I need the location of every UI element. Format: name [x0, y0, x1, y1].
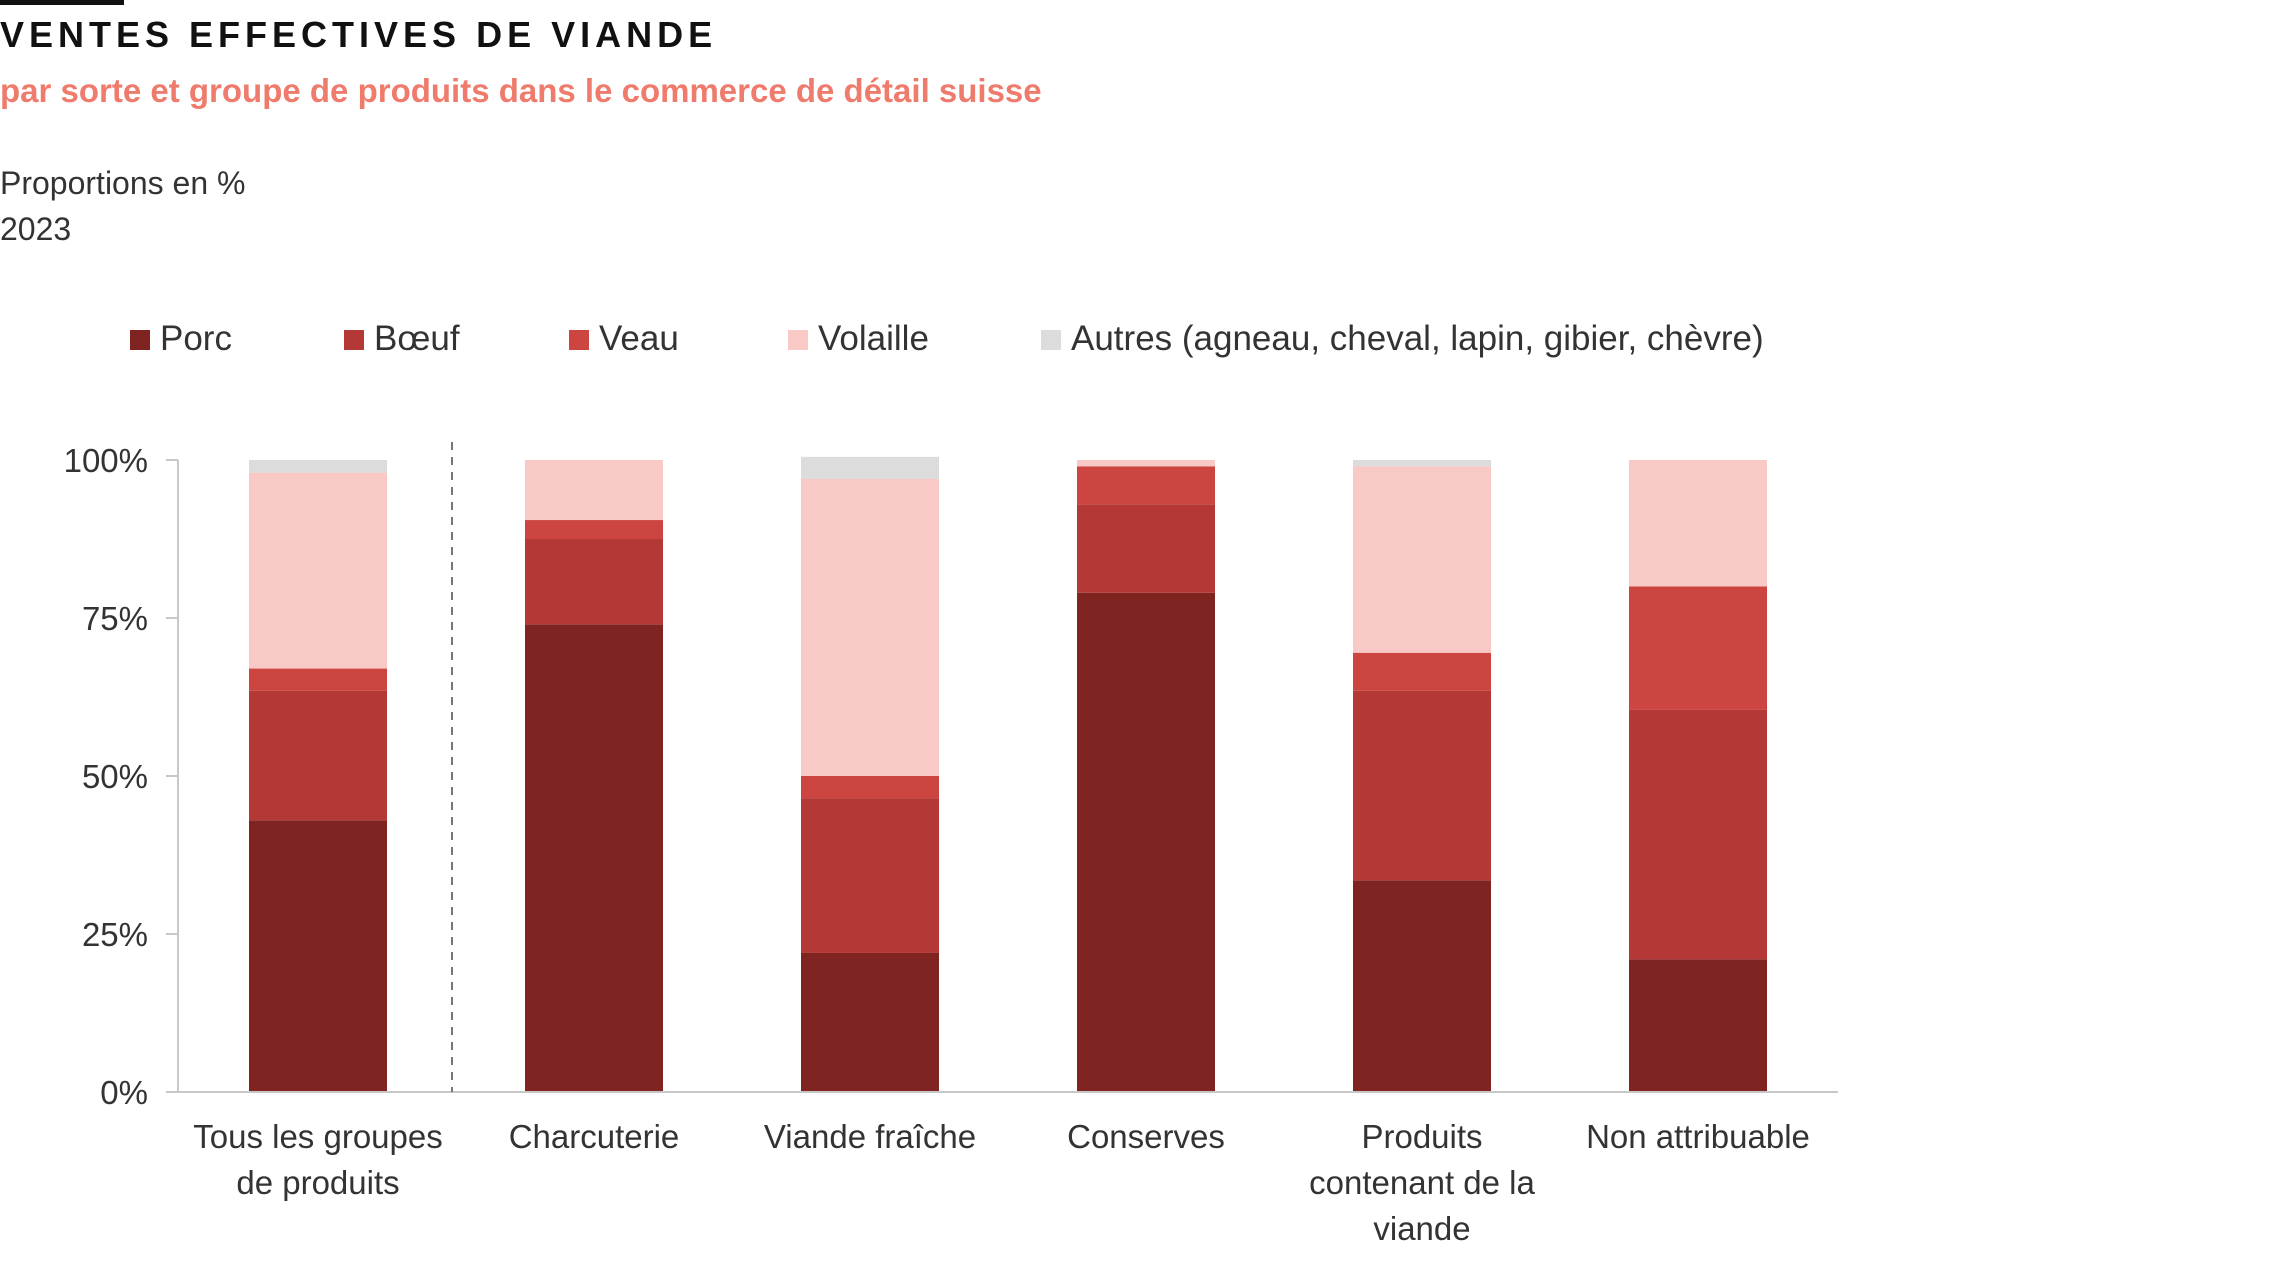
bar-segment-6-3: [1629, 586, 1767, 710]
category-label-6: Non attribuable: [1586, 1118, 1810, 1155]
bar-segment-5-3: [1353, 652, 1491, 691]
legend-label-3: Veau: [599, 319, 679, 358]
bar-segment-1-3: [249, 668, 387, 691]
category-label-2: Charcuterie: [509, 1118, 680, 1155]
legend-label-1: Porc: [160, 319, 232, 358]
legend-label-4: Volaille: [818, 319, 929, 358]
category-label-4: Conserves: [1067, 1118, 1225, 1155]
legend-swatch-2: [344, 330, 364, 350]
bar-segment-3-4: [801, 478, 939, 776]
chart-title: VENTES EFFECTIVES DE VIANDE: [0, 14, 718, 55]
legend-swatch-5: [1041, 330, 1061, 350]
y-tick-label-2: 25%: [82, 916, 148, 953]
bar-segment-5-1: [1353, 880, 1491, 1092]
bar-segment-5-5: [1353, 460, 1491, 467]
category-label-3: Viande fraîche: [764, 1118, 976, 1155]
bar-segment-1-5: [249, 460, 387, 473]
legend-swatch-3: [569, 330, 589, 350]
bar-segment-1-2: [249, 690, 387, 821]
bar-segment-3-1: [801, 952, 939, 1092]
bar-segment-4-4: [1077, 460, 1215, 467]
bar-segment-1-1: [249, 820, 387, 1092]
bar-segment-5-4: [1353, 466, 1491, 653]
bar-segment-5-2: [1353, 690, 1491, 881]
legend-swatch-1: [130, 330, 150, 350]
bar-segment-6-2: [1629, 709, 1767, 960]
y-tick-label-5: 100%: [64, 442, 148, 479]
legend-label-5: Autres (agneau, cheval, lapin, gibier, c…: [1071, 319, 1764, 358]
bar-segment-6-4: [1629, 460, 1767, 587]
bar-segment-4-3: [1077, 466, 1215, 505]
bar-segment-4-1: [1077, 592, 1215, 1092]
bar-segment-2-2: [525, 539, 663, 625]
bar-segment-4-2: [1077, 504, 1215, 593]
unit-note: Proportions en %: [0, 165, 246, 201]
chart-subtitle: par sorte et groupe de produits dans le …: [0, 72, 1042, 109]
legend-swatch-4: [788, 330, 808, 350]
bar-segment-2-4: [525, 460, 663, 521]
category-label-1: Tous les groupes de produits: [193, 1118, 442, 1201]
bar-segment-2-3: [525, 520, 663, 539]
bar-segment-3-2: [801, 798, 939, 953]
legend-label-2: Bœuf: [374, 319, 460, 358]
title-accent-bar: [0, 0, 124, 5]
bar-segment-1-4: [249, 472, 387, 669]
year-note: 2023: [0, 211, 72, 247]
y-tick-label-4: 75%: [82, 600, 148, 637]
y-tick-label-1: 0%: [100, 1074, 148, 1111]
category-label-5: Produits contenant de la viande: [1309, 1118, 1535, 1247]
bar-segment-3-3: [801, 776, 939, 799]
y-tick-label-3: 50%: [82, 758, 148, 795]
bar-segment-3-5: [801, 456, 939, 479]
bar-segment-2-1: [525, 624, 663, 1092]
bar-segment-6-1: [1629, 959, 1767, 1092]
